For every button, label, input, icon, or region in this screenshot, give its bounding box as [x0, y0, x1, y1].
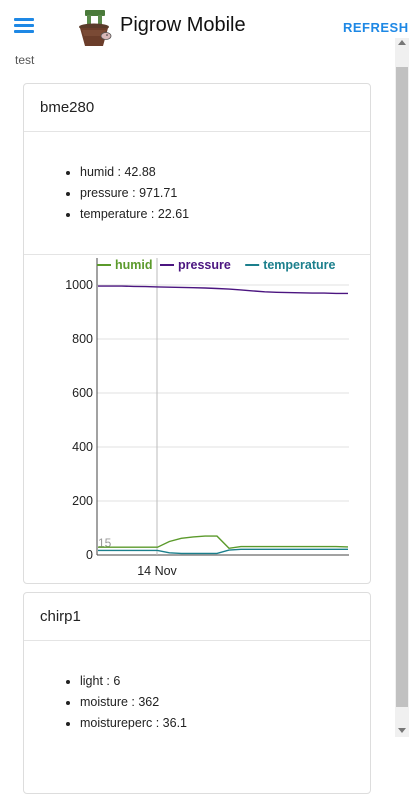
refresh-button[interactable]: REFRESH	[343, 20, 409, 35]
y-tick-label: 400	[72, 440, 93, 454]
series-line-pressure	[98, 285, 348, 295]
app-title: Pigrow Mobile	[120, 14, 246, 36]
legend-label: humid	[115, 258, 153, 272]
reading-item: moisture : 362	[80, 692, 370, 713]
pigrow-logo	[79, 10, 112, 46]
page-subtitle: test	[15, 53, 35, 67]
sensor-chart: 0 200 400 600 800 1000 14 Nov 15 humid pressure te…	[24, 254, 370, 582]
reading-item: temperature : 22.61	[80, 204, 370, 225]
scrollbar[interactable]	[395, 38, 409, 737]
scrollbar-thumb[interactable]	[396, 67, 408, 707]
legend-label: temperature	[263, 258, 335, 272]
y-tick-label: 800	[72, 332, 93, 346]
reading-item: pressure : 971.71	[80, 183, 370, 204]
y-tick-label: 600	[72, 386, 93, 400]
y-tick-label: 200	[72, 494, 93, 508]
series-line-humid	[98, 535, 349, 550]
scroll-up-arrow-icon[interactable]	[398, 40, 406, 45]
x-tick-label: 14 Nov	[137, 564, 177, 578]
reading-item: humid : 42.88	[80, 162, 370, 183]
app-header: Pigrow Mobile REFRESH	[0, 0, 408, 52]
series-line-temperature	[98, 548, 348, 555]
scroll-down-arrow-icon[interactable]	[398, 728, 406, 733]
y-tick-label: 1000	[65, 278, 93, 292]
readings-list: light : 6 moisture : 362 moistureperc : …	[24, 641, 370, 734]
reading-item: light : 6	[80, 671, 370, 692]
sensor-card-chirp1: chirp1 light : 6 moisture : 362 moisture…	[23, 592, 371, 794]
menu-icon[interactable]	[14, 18, 34, 34]
y-tick-label: 0	[86, 548, 93, 562]
readings-list: humid : 42.88 pressure : 971.71 temperat…	[24, 132, 370, 254]
card-title: chirp1	[24, 593, 370, 641]
legend-label: pressure	[178, 258, 231, 272]
sensor-card-bme280: bme280 humid : 42.88 pressure : 971.71 t…	[23, 83, 371, 584]
reading-item: moistureperc : 36.1	[80, 713, 370, 734]
card-title: bme280	[24, 84, 370, 132]
